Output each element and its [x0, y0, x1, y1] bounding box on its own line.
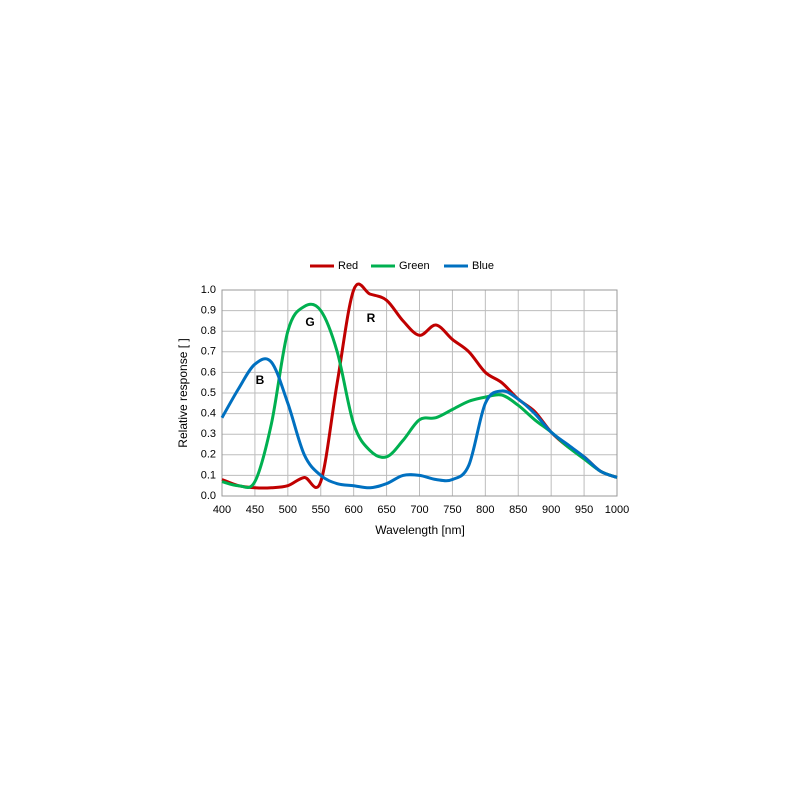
annotation: B — [256, 373, 265, 387]
plot-border — [221, 289, 618, 497]
y-tick-label: 0.3 — [201, 428, 216, 440]
y-tick-label: 1.0 — [201, 284, 216, 296]
x-tick-label: 1000 — [605, 504, 629, 516]
annotation: R — [367, 311, 376, 325]
y-tick-label: 0.4 — [201, 408, 216, 420]
x-tick-label: 900 — [542, 504, 560, 516]
y-tick-label: 0.6 — [201, 366, 216, 378]
y-tick-label: 0.2 — [201, 449, 216, 461]
x-tick-label: 750 — [443, 504, 461, 516]
y-tick-label: 0.8 — [201, 325, 216, 337]
x-tick-label: 450 — [246, 504, 264, 516]
x-tick-label: 600 — [344, 504, 362, 516]
annotation: G — [305, 315, 314, 329]
y-tick-label: 0.0 — [201, 490, 216, 502]
x-tick-label: 850 — [509, 504, 527, 516]
y-axis-label: Relative response [ ] — [176, 338, 190, 447]
x-axis-label: Wavelength [nm] — [375, 523, 465, 537]
x-tick-label: 950 — [575, 504, 593, 516]
x-tick-label: 800 — [476, 504, 494, 516]
y-tick-label: 0.9 — [201, 305, 216, 317]
y-tick-label: 0.7 — [201, 346, 216, 358]
x-tick-label: 550 — [312, 504, 330, 516]
y-tick-label: 0.5 — [201, 387, 216, 399]
x-tick-label: 700 — [410, 504, 428, 516]
x-tick-label: 400 — [213, 504, 231, 516]
x-tick-label: 650 — [377, 504, 395, 516]
x-tick-label: 500 — [279, 504, 297, 516]
legend-label: Green — [399, 260, 430, 272]
legend-label: Blue — [472, 260, 494, 272]
y-tick-label: 0.1 — [201, 469, 216, 481]
series-line — [220, 357, 618, 490]
legend-label: Red — [338, 260, 358, 272]
